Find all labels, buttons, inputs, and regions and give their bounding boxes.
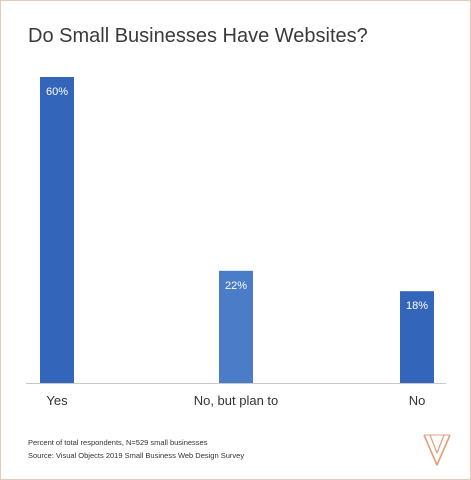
bar-value-label: 22%: [225, 280, 247, 292]
chart-title: Do Small Businesses Have Websites?: [28, 25, 368, 47]
bar-chart: 60% Yes 22% No, but plan to 18% No: [26, 77, 446, 408]
category-label: Yes: [46, 393, 68, 408]
bar-0: [40, 77, 74, 383]
footnote-respondents: Percent of total respondents, N=529 smal…: [28, 438, 208, 447]
bar-value-label: 60%: [46, 86, 68, 98]
bar-value-label: 18%: [406, 300, 428, 312]
footnote-source: Source: Visual Objects 2019 Small Busine…: [28, 451, 245, 460]
bar-1: [219, 270, 253, 383]
bar-2: [400, 291, 434, 383]
category-label: No, but plan to: [194, 393, 279, 408]
category-label: No: [409, 393, 426, 408]
visual-objects-logo-icon: [423, 434, 451, 466]
